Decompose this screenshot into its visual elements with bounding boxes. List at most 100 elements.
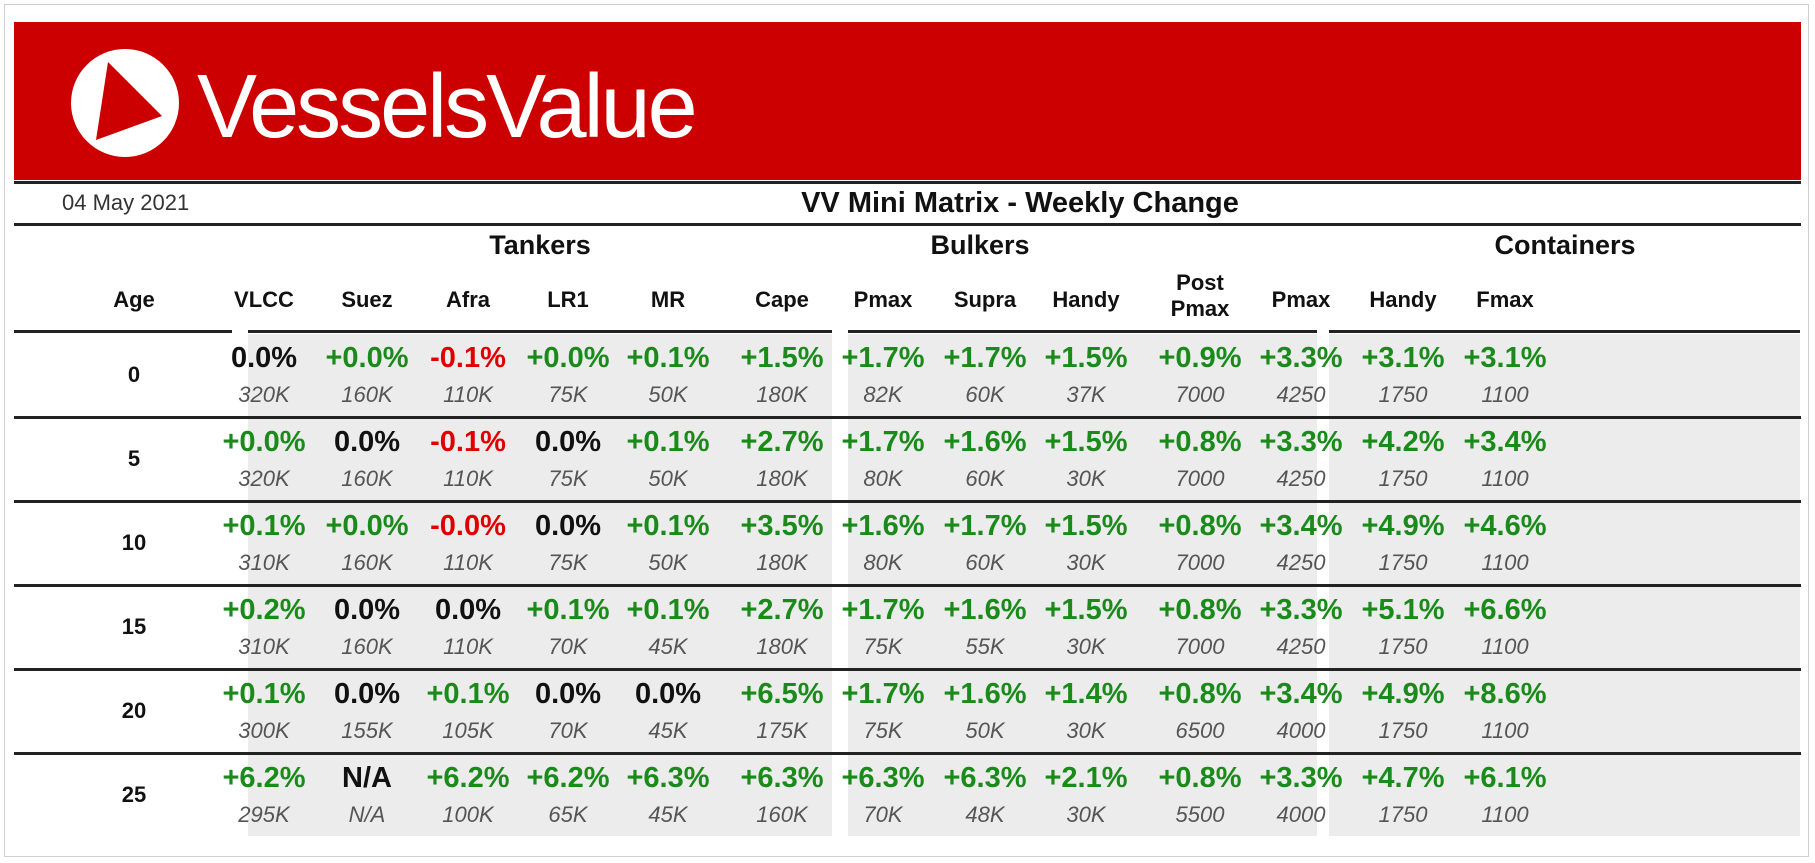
vessel-size-value: 175K [756,718,808,743]
weekly-change-value: +0.0% [325,342,409,374]
group-title-bulkers: Bulkers [930,230,1030,260]
weekly-change-value: +4.9% [1361,678,1445,710]
vessel-size-value: 160K [756,802,808,827]
vessel-size-value: 75K [863,718,903,743]
header-underline [14,330,232,333]
row-age-25: 25 [121,782,147,807]
weekly-change-value: +3.3% [1259,426,1343,458]
weekly-change-value: +1.6% [943,678,1027,710]
vessel-size-value: 75K [548,466,588,491]
vessel-size-value: 1100 [1481,466,1529,491]
vessel-size-value: 1100 [1481,718,1529,743]
column-header-bulkers-handy: Handy [1031,287,1141,313]
weekly-change-value: +4.2% [1361,426,1445,458]
vessel-size-value: 105K [442,718,494,743]
column-header-label: VLCC [234,287,294,312]
row-age-20: 20 [121,698,147,723]
column-header-bulkers-cape: Cape [727,287,837,313]
weekly-change-value: +1.7% [841,342,925,374]
weekly-change-value: +6.3% [740,762,824,794]
weekly-change-value: +5.1% [1361,594,1445,626]
vessel-size-value: 45K [648,802,688,827]
vessel-size-value: 30K [1066,802,1106,827]
weekly-change-value: +3.3% [1259,762,1343,794]
weekly-change-value: +1.6% [841,510,925,542]
vessel-size-value: 45K [648,718,688,743]
weekly-change-value: 0.0% [634,678,702,710]
weekly-change-value: -0.0% [430,510,506,542]
header-underline [1329,330,1800,333]
column-header-containers-pmax: Pmax [1246,287,1356,313]
weekly-change-value: +0.8% [1158,426,1242,458]
weekly-change-value: +0.8% [1158,762,1242,794]
vessel-size-value: 60K [965,466,1005,491]
vessel-size-value: 1750 [1378,634,1428,659]
column-header-label-line2: Pmax [1170,296,1230,321]
weekly-change-value: 0.0% [534,510,602,542]
column-header-label: Cape [755,287,809,312]
vessel-size-value: 110K [443,550,493,575]
column-header-bulkers-supra: Supra [930,287,1040,313]
weekly-change-value: +1.5% [1044,510,1128,542]
row-divider [14,752,1801,755]
weekly-change-value: +0.0% [222,426,306,458]
row-divider [14,584,1801,587]
vessel-size-value: 160K [341,550,393,575]
vessel-size-value: 110K [443,382,493,407]
row-divider [14,416,1801,419]
weekly-change-value: +1.6% [943,426,1027,458]
vessel-size-value: 180K [756,634,808,659]
vessel-size-value: 50K [648,550,688,575]
vessel-size-value: 310K [238,550,290,575]
weekly-change-value: +6.3% [841,762,925,794]
weekly-change-value: +0.8% [1158,678,1242,710]
vessel-size-value: 50K [648,382,688,407]
weekly-change-value: +1.5% [1044,342,1128,374]
column-header-tankers-mr: MR [613,287,723,313]
weekly-change-value: +6.3% [943,762,1027,794]
vessel-size-value: 310K [238,634,290,659]
vessel-size-value: 70K [863,802,903,827]
vessel-size-value: 320K [238,466,290,491]
weekly-change-value: +1.7% [841,678,925,710]
vessel-size-value: 7000 [1175,550,1225,575]
weekly-change-value: +1.5% [1044,594,1128,626]
vessel-size-value: 100K [442,802,494,827]
weekly-change-value: +0.9% [1158,342,1242,374]
column-header-label: Pmax [1271,287,1331,312]
vessel-size-value: 160K [341,634,393,659]
header-underline [848,330,1317,333]
vessel-size-value: 160K [341,466,393,491]
vessel-size-value: 30K [1066,550,1106,575]
vessel-size-value: 4250 [1276,466,1326,491]
weekly-change-value: +0.1% [626,426,710,458]
weekly-change-value: +0.1% [626,510,710,542]
vessel-size-value: 180K [756,550,808,575]
weekly-change-value: 0.0% [434,594,502,626]
column-header-label: Afra [445,287,490,312]
vessel-size-value: 30K [1066,466,1106,491]
weekly-change-value: +1.7% [943,342,1027,374]
weekly-change-value: +0.2% [222,594,306,626]
column-header-containers-post: Post Pmax [1145,270,1255,322]
weekly-change-value: -0.1% [430,426,506,458]
report-date: 04 May 2021 [62,190,190,215]
vessel-size-value: 1750 [1378,550,1428,575]
column-header-bulkers-pmax: Pmax [828,287,938,313]
weekly-change-value: +3.3% [1259,342,1343,374]
column-header-tankers-suez: Suez [312,287,422,313]
vessel-size-value: 6500 [1175,718,1225,743]
vessel-size-value: 1750 [1378,718,1428,743]
column-header-age: Age [113,287,155,312]
weekly-change-value: +3.5% [740,510,824,542]
weekly-change-value: +6.2% [222,762,306,794]
group-title-containers: Containers [1494,230,1636,260]
weekly-change-value: +2.7% [740,594,824,626]
vessel-size-value: 180K [756,466,808,491]
weekly-change-value: +1.6% [943,594,1027,626]
weekly-change-value: +0.0% [526,342,610,374]
vessel-size-value: 70K [548,634,588,659]
vessel-size-value: 30K [1066,634,1106,659]
row-age-10: 10 [121,530,147,555]
vessel-size-value: 1100 [1481,634,1529,659]
